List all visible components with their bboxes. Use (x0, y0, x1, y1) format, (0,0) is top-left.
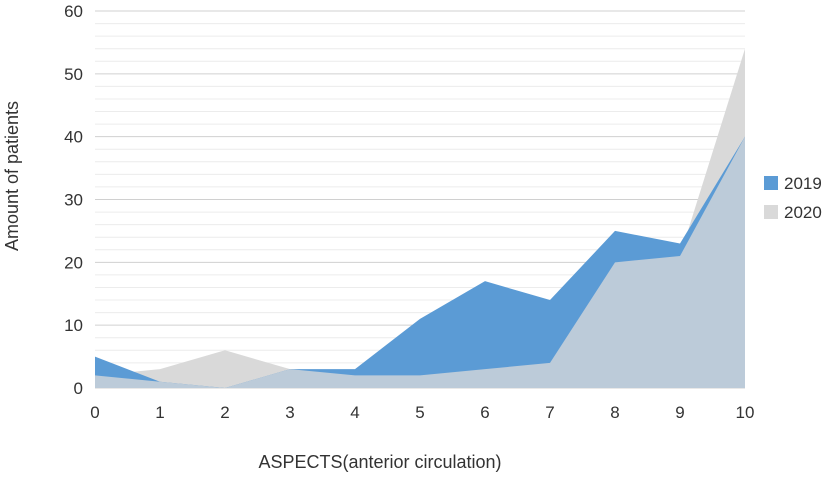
legend-label-2019: 2019 (784, 174, 822, 193)
y-tick-label: 30 (64, 191, 83, 210)
x-tick-label: 7 (545, 403, 554, 422)
x-tick-label: 0 (90, 403, 99, 422)
y-tick-label: 10 (64, 316, 83, 335)
y-axis-title: Amount of patients (2, 101, 22, 251)
legend: 2019 2020 (764, 174, 822, 222)
legend-swatch-2019 (764, 176, 778, 190)
x-tick-label: 3 (285, 403, 294, 422)
x-tick-label: 5 (415, 403, 424, 422)
y-axis-ticks: 0 10 20 30 40 50 60 (64, 2, 83, 398)
y-tick-label: 50 (64, 65, 83, 84)
x-axis-title: ASPECTS(anterior circulation) (258, 452, 501, 472)
x-tick-label: 9 (675, 403, 684, 422)
x-tick-label: 6 (480, 403, 489, 422)
x-tick-label: 1 (155, 403, 164, 422)
area-overlap (95, 136, 745, 388)
x-tick-label: 10 (736, 403, 755, 422)
y-tick-label: 40 (64, 128, 83, 147)
x-axis-ticks: 0 1 2 3 4 5 6 7 8 9 10 (90, 403, 754, 422)
y-tick-label: 60 (64, 2, 83, 21)
x-tick-label: 8 (610, 403, 619, 422)
gridlines (95, 10, 745, 389)
legend-swatch-2020 (764, 205, 778, 219)
x-tick-label: 4 (350, 403, 359, 422)
chart-areas (95, 48, 745, 388)
y-tick-label: 0 (74, 379, 83, 398)
y-tick-label: 20 (64, 253, 83, 272)
x-tick-label: 2 (220, 403, 229, 422)
legend-label-2020: 2020 (784, 203, 822, 222)
